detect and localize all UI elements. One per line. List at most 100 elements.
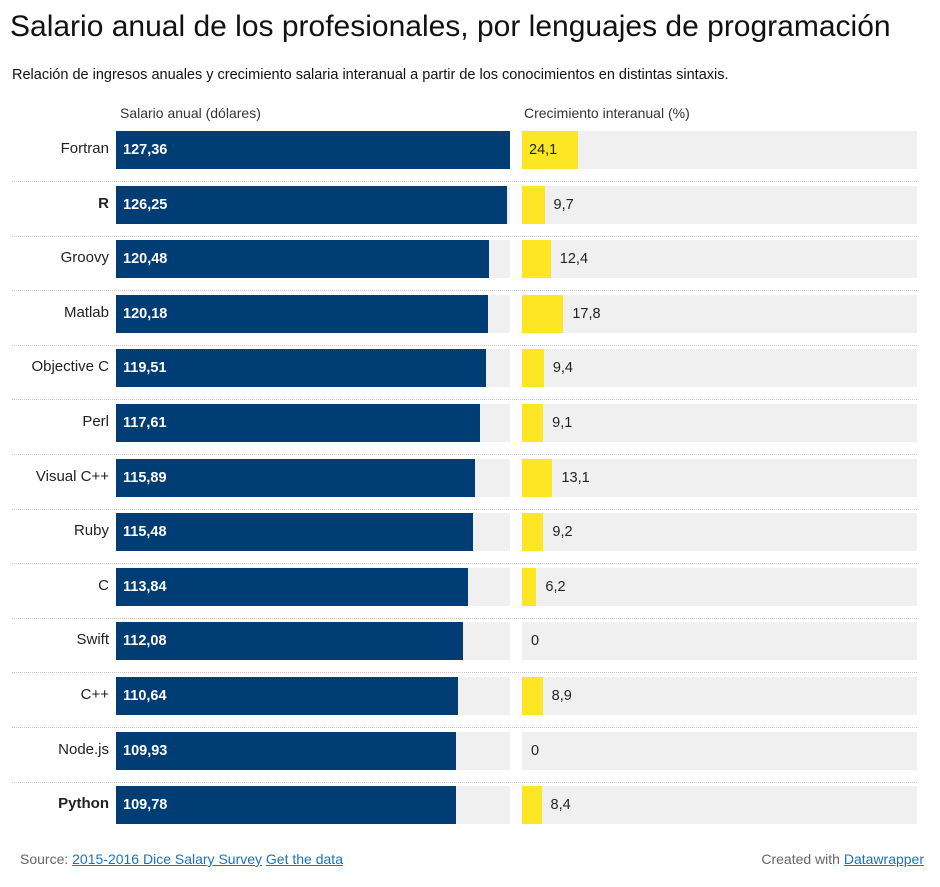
salary-bar <box>116 786 456 825</box>
chart-row: R 126,25 9,7 <box>12 183 917 237</box>
growth-track: 8,4 <box>522 786 917 825</box>
chart-row: Visual C++ 115,89 13,1 <box>12 456 917 510</box>
salary-bar <box>116 404 480 442</box>
row-divider <box>12 672 917 674</box>
category-label: Ruby <box>73 522 109 540</box>
chart-title: Salario anual de los profesionales, por … <box>10 10 891 43</box>
salary-value-label: 120,48 <box>123 251 168 268</box>
row-divider <box>12 727 917 728</box>
chart-subtitle: Relación de ingresos anuales y crecimien… <box>12 67 729 83</box>
category-label: Python <box>58 795 109 813</box>
salary-bar <box>116 622 463 661</box>
source-link[interactable]: 2015-2016 Dice Salary Survey <box>72 851 263 867</box>
salary-track: 115,48 <box>116 513 510 552</box>
row-divider <box>12 508 917 510</box>
growth-track: 12,4 <box>522 240 917 279</box>
growth-value-label: 24,1 <box>529 142 558 158</box>
chart-row: Node.js 109,93 0 <box>12 729 917 783</box>
salary-value-label: 109,78 <box>123 797 168 814</box>
salary-track: 112,08 <box>116 622 510 661</box>
growth-value-label: 8,4 <box>550 797 571 814</box>
credit-line: Created with Datawrapper <box>761 851 924 867</box>
salary-value-label: 120,18 <box>123 305 168 322</box>
growth-track: 24,1 <box>522 131 917 169</box>
growth-bar <box>522 458 553 497</box>
growth-value-label: 13,1 <box>561 469 590 486</box>
growth-bar <box>522 404 544 442</box>
salary-value-label: 117,61 <box>123 415 167 431</box>
category-label: R <box>98 194 109 212</box>
salary-bar <box>116 567 469 606</box>
chart-row: Swift 112,08 0 <box>12 619 917 674</box>
growth-value-label: 8,9 <box>551 688 572 704</box>
growth-column-header: Crecimiento interanual (%) <box>524 105 690 121</box>
salary-bar <box>116 240 489 279</box>
category-label: Visual C++ <box>35 467 109 485</box>
salary-track: 117,61 <box>116 404 510 442</box>
category-label: Matlab <box>63 303 109 321</box>
row-divider <box>12 344 917 346</box>
salary-value-label: 115,89 <box>123 469 167 486</box>
salary-track: 120,48 <box>116 240 510 279</box>
salary-track: 109,93 <box>116 731 510 770</box>
salary-track: 127,36 <box>116 131 510 169</box>
chart-row: Groovy 120,48 12,4 <box>12 237 917 292</box>
chart-row: Ruby 115,48 9,2 <box>12 510 917 565</box>
growth-bar <box>522 786 542 825</box>
salary-bar <box>116 513 474 552</box>
chart-row: Python 109,78 8,4 <box>12 783 917 837</box>
growth-bar <box>522 677 543 715</box>
salary-bar <box>116 731 457 770</box>
category-label: Perl <box>82 413 109 430</box>
growth-track: 0 <box>522 622 917 661</box>
growth-value-label: 6,2 <box>545 578 566 595</box>
salary-bar <box>116 131 510 169</box>
growth-value-label: 9,7 <box>553 196 574 213</box>
row-divider <box>12 399 917 401</box>
chart-row: C++ 110,64 8,9 <box>12 674 917 728</box>
row-divider <box>12 290 917 292</box>
growth-bar <box>522 567 537 606</box>
salary-value-label: 113,84 <box>123 578 167 595</box>
salary-track: 126,25 <box>116 185 510 224</box>
category-label: Swift <box>76 631 109 649</box>
salary-value-label: 112,08 <box>123 633 167 650</box>
salary-track: 119,51 <box>116 349 510 388</box>
growth-track: 9,7 <box>522 185 917 224</box>
salary-bar <box>116 294 488 333</box>
salary-value-label: 126,25 <box>123 196 168 213</box>
salary-value-label: 115,48 <box>123 524 167 541</box>
salary-bar <box>116 185 507 224</box>
salary-track: 110,64 <box>116 677 510 715</box>
growth-track: 13,1 <box>522 458 917 497</box>
growth-bar <box>522 240 551 279</box>
row-divider <box>12 781 917 783</box>
growth-track: 0 <box>522 731 917 770</box>
category-label: Node.js <box>58 740 109 758</box>
category-label: C++ <box>80 686 109 703</box>
chart-row: C 113,84 6,2 <box>12 565 917 619</box>
growth-value-label: 9,4 <box>552 360 573 377</box>
salary-bar <box>116 677 459 715</box>
chart-row: Perl 117,61 9,1 <box>12 401 917 455</box>
row-divider <box>12 181 917 182</box>
salary-track: 113,84 <box>116 567 510 606</box>
datawrapper-link[interactable]: Datawrapper <box>843 851 924 867</box>
growth-value-label: 0 <box>531 742 540 759</box>
salary-value-label: 109,93 <box>123 742 168 759</box>
growth-bar <box>522 185 545 224</box>
salary-track: 120,18 <box>116 294 510 333</box>
category-label: Fortran <box>60 140 109 157</box>
salary-track: 109,78 <box>116 786 510 825</box>
chart-row: Matlab 120,18 17,8 <box>12 292 917 346</box>
get-data-link[interactable]: Get the data <box>265 851 343 867</box>
category-label: Objective C <box>31 358 109 376</box>
source-line: Source: 2015-2016 Dice Salary Survey Get… <box>20 851 343 867</box>
row-divider <box>12 617 917 619</box>
row-divider <box>12 563 917 565</box>
growth-bar <box>522 513 544 552</box>
salary-value-label: 110,64 <box>123 688 167 704</box>
growth-value-label: 9,2 <box>552 524 573 541</box>
growth-track: 9,4 <box>522 349 917 388</box>
salary-value-label: 119,51 <box>123 360 167 377</box>
